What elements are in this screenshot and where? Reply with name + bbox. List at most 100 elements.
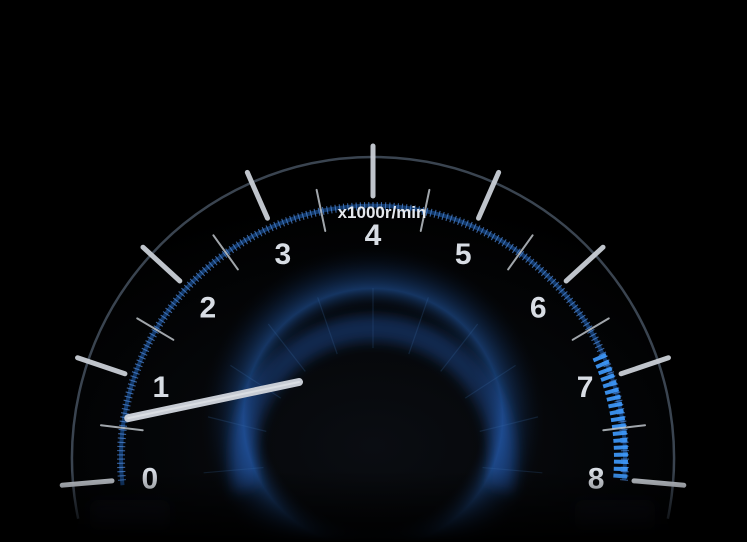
fine-tick (125, 391, 134, 395)
fine-tick (515, 248, 521, 256)
fine-tick (464, 220, 469, 229)
tick-label-7: 7 (577, 371, 594, 404)
fine-tick (201, 266, 209, 274)
fine-tick (598, 351, 607, 356)
fine-tick (501, 239, 507, 247)
fine-tick (457, 217, 461, 226)
fine-tick (123, 399, 132, 403)
fine-tick (170, 300, 178, 307)
fine-tick (409, 204, 412, 213)
fine-tick (175, 294, 183, 301)
fine-tick (580, 318, 588, 324)
redline-segment (610, 416, 626, 423)
fine-tick (397, 203, 399, 212)
redline-segment (606, 394, 621, 402)
minor-tick (315, 188, 327, 232)
fine-tick (405, 204, 408, 213)
fine-tick (293, 214, 297, 223)
fine-tick (232, 243, 238, 251)
fine-tick (326, 206, 329, 215)
minor-tick (419, 188, 431, 232)
minor-tick (99, 424, 144, 432)
redline-segment (604, 387, 620, 396)
fine-tick (198, 269, 206, 277)
fine-tick (342, 203, 345, 212)
fine-tick (425, 207, 429, 216)
fine-tick (269, 223, 274, 232)
fine-tick (127, 383, 136, 387)
fine-tick (558, 287, 565, 294)
fine-tick (534, 263, 541, 271)
fine-tick (355, 202, 358, 211)
fine-tick (158, 318, 166, 324)
fine-tick (594, 343, 603, 349)
fine-tick (119, 420, 128, 423)
glow-divider (267, 323, 306, 372)
fine-tick (614, 399, 623, 403)
redline-segment (597, 366, 613, 376)
fine-tick (460, 218, 465, 227)
fine-tick (392, 202, 395, 211)
major-tick (140, 244, 183, 284)
fine-tick (313, 208, 317, 217)
fine-tick (120, 412, 130, 415)
fine-tick (162, 311, 170, 317)
fine-tick (441, 211, 445, 220)
glow-divider (479, 416, 539, 432)
fine-tick (338, 204, 341, 213)
fine-tick (417, 206, 420, 215)
fine-tick (585, 325, 593, 331)
fine-tick (582, 321, 591, 327)
fine-tick (413, 205, 416, 214)
minor-tick (507, 234, 534, 271)
fine-tick (476, 225, 481, 233)
fine-tick (121, 407, 130, 411)
redline-segment (609, 408, 624, 416)
fine-tick (167, 304, 175, 310)
fine-tick (250, 232, 256, 241)
fine-tick (603, 363, 612, 368)
fine-tick (472, 223, 477, 232)
fine-tick (537, 266, 545, 274)
fine-tick (483, 228, 489, 237)
fine-tick (139, 351, 148, 356)
fine-tick (181, 287, 188, 294)
minor-tick (571, 317, 610, 341)
fine-tick (388, 202, 391, 211)
fine-tick (560, 290, 568, 298)
fine-tick (490, 232, 496, 241)
fine-tick (351, 202, 354, 211)
fine-tick (596, 347, 605, 353)
minor-tick (136, 317, 175, 341)
fine-tick (143, 343, 152, 349)
fine-tick (126, 387, 135, 391)
fine-tick (433, 209, 437, 218)
fine-tick (131, 371, 140, 375)
fine-tick (521, 253, 528, 261)
fine-tick (119, 424, 128, 427)
glow-divider (230, 364, 282, 399)
fine-tick (205, 263, 212, 271)
fine-tick (257, 228, 263, 237)
fine-tick (285, 217, 289, 226)
fine-tick (401, 203, 404, 212)
fine-tick (221, 250, 228, 258)
redline-segment (595, 359, 610, 369)
needle-highlight (127, 381, 300, 420)
fine-tick (149, 332, 157, 338)
fine-tick (555, 284, 563, 291)
fine-tick (195, 272, 203, 280)
fine-tick (165, 307, 173, 314)
glow-divider (207, 416, 267, 432)
fine-tick (546, 275, 554, 282)
fine-tick (151, 328, 159, 334)
needle-bar (124, 378, 303, 423)
fine-tick (571, 304, 579, 310)
scale-band (118, 203, 627, 486)
fine-tick (138, 355, 146, 360)
fine-tick (593, 340, 601, 345)
fine-tick (130, 375, 139, 379)
fine-tick (334, 204, 337, 213)
fine-tick (589, 332, 597, 338)
